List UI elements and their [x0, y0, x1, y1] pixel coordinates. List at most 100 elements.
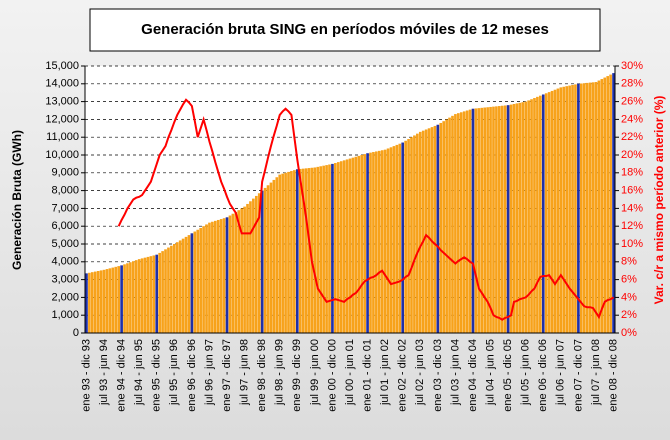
- bar: [354, 156, 358, 333]
- bar: [281, 173, 284, 333]
- x-tick-label: jul 02 - jun 03: [414, 339, 426, 406]
- bar: [172, 244, 176, 333]
- bar: [322, 165, 325, 333]
- x-tick-label: jul 93 - jun 94: [98, 339, 110, 406]
- bar: [99, 270, 103, 333]
- y-tick-label: 13,000: [45, 96, 79, 108]
- bar: [246, 203, 249, 333]
- bar: [307, 168, 311, 333]
- chart-title: Generación bruta SING en períodos móvile…: [141, 21, 549, 38]
- bar: [164, 249, 167, 333]
- y-tick-label: 10,000: [45, 149, 79, 161]
- bar: [134, 260, 138, 333]
- y2-tick-label: 26%: [621, 96, 643, 108]
- bar: [410, 137, 413, 333]
- y-tick-label: 5,000: [51, 238, 79, 250]
- bar: [547, 92, 551, 333]
- bar: [383, 149, 387, 333]
- bar: [541, 94, 545, 333]
- bar: [562, 86, 566, 333]
- x-tick-label: ene 99 - dic 99: [291, 339, 303, 412]
- bar: [363, 154, 366, 333]
- bar: [155, 254, 159, 333]
- y-tick-label: 14,000: [45, 78, 79, 90]
- bar: [345, 159, 349, 333]
- y2-tick-label: 16%: [621, 185, 643, 197]
- y2-tick-label: 22%: [621, 131, 643, 143]
- y2-axis-title: Var. c/r a mismo período anterior (%): [652, 96, 666, 305]
- bar: [88, 272, 91, 333]
- bar: [129, 262, 132, 333]
- x-tick-label: jul 94 - jun 95: [133, 339, 145, 406]
- bar: [389, 147, 393, 333]
- bar: [266, 185, 270, 333]
- bar: [304, 168, 308, 333]
- bar: [126, 263, 129, 333]
- y2-tick-label: 6%: [621, 274, 637, 286]
- y2-tick-label: 28%: [621, 78, 643, 90]
- bar: [486, 107, 489, 333]
- y2-tick-label: 24%: [621, 113, 643, 125]
- bar: [480, 107, 484, 333]
- bar: [606, 76, 609, 334]
- bar: [483, 107, 487, 333]
- bar: [260, 190, 264, 333]
- bar: [137, 259, 141, 333]
- bar: [290, 171, 293, 333]
- bar: [585, 82, 589, 333]
- bar: [123, 264, 126, 333]
- y-tick-label: 2,000: [51, 291, 79, 303]
- bar: [357, 155, 361, 333]
- bar: [404, 140, 407, 333]
- bar: [594, 82, 598, 334]
- bar: [398, 143, 402, 333]
- bar: [582, 83, 586, 333]
- bar: [331, 163, 334, 333]
- bar: [468, 109, 472, 333]
- bar: [252, 198, 255, 333]
- bar: [111, 267, 115, 333]
- bar: [287, 171, 290, 333]
- bar: [580, 83, 583, 333]
- bar: [143, 257, 147, 333]
- x-tick-label: jul 06 - jun 07: [555, 339, 567, 406]
- bar: [187, 235, 191, 333]
- bar: [114, 266, 118, 333]
- bar: [459, 112, 463, 333]
- y2-tick-label: 30%: [621, 60, 643, 72]
- bar: [199, 227, 202, 333]
- bar: [500, 105, 504, 333]
- bar: [477, 108, 481, 333]
- bar: [295, 169, 299, 333]
- y-axis-title: Generación Bruta (GWh): [10, 130, 24, 270]
- bar: [375, 151, 378, 333]
- bar: [603, 77, 607, 333]
- bar: [216, 219, 220, 333]
- bar: [91, 272, 94, 333]
- title-box: [89, 8, 601, 52]
- x-tick-label: ene 08 - dic 08: [607, 339, 619, 412]
- y-tick-label: 9,000: [51, 167, 79, 179]
- x-tick-label: jul 98 - jun 99: [274, 339, 286, 406]
- bar: [559, 87, 563, 333]
- bar: [117, 266, 120, 333]
- bar: [465, 110, 469, 333]
- bar: [492, 106, 495, 334]
- bar: [471, 108, 475, 333]
- bar: [360, 155, 364, 333]
- bar: [184, 236, 188, 333]
- bar: [316, 166, 320, 333]
- bar: [351, 157, 355, 333]
- bar: [418, 131, 422, 333]
- x-tick-label: ene 07 - dic 07: [572, 339, 584, 412]
- bar: [211, 221, 214, 333]
- bar: [609, 74, 612, 333]
- bar: [574, 84, 577, 334]
- bar: [577, 83, 580, 333]
- bar: [213, 220, 217, 333]
- bar: [600, 79, 604, 334]
- bar: [178, 240, 182, 333]
- bar: [366, 153, 369, 333]
- y-tick-label: 6,000: [51, 220, 79, 232]
